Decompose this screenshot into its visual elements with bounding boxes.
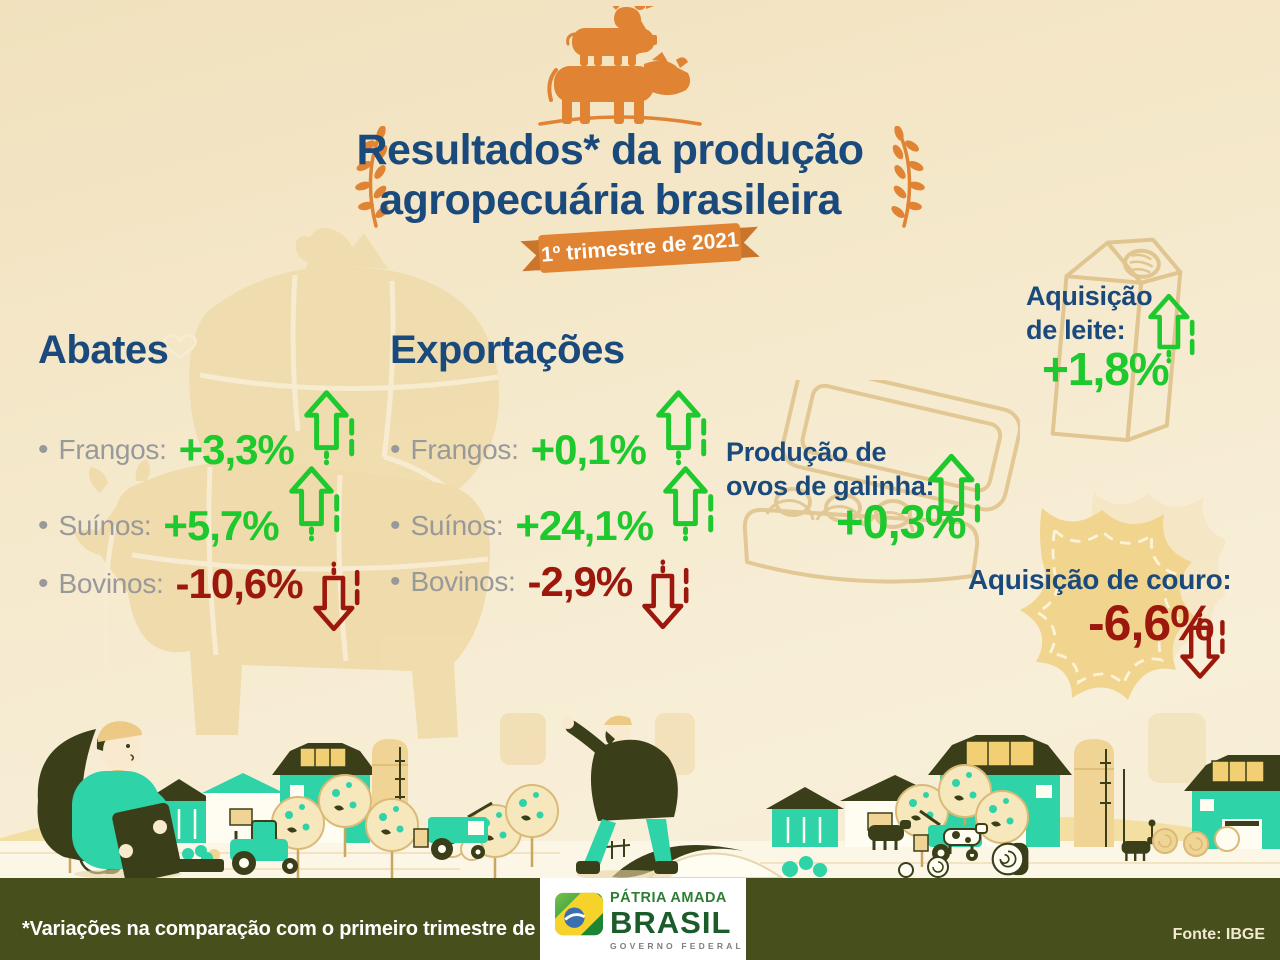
livestock-cuts-watermark [74,227,500,739]
source-credit: Fonte: IBGE [1172,926,1265,943]
stat-value: -10,6% [175,560,304,607]
stat-row-abates-bovinos: • Bovinos: -10,6% [38,546,363,622]
panel-ovos-label: Produção de ovos de galinha: [726,436,935,504]
logo-line-2: BRASIL [610,904,732,940]
bullet: • [390,509,401,542]
cow [943,823,988,854]
milk-carton-icon [1050,237,1183,443]
stat-row-abates-suinos: • Suínos: +5,7% [38,486,343,566]
panel-couro-label: Aquisição de couro: [968,564,1232,595]
up-arrow-icon [1148,290,1198,364]
stat-row-export-bovinos: • Bovinos: -2,9% [390,544,692,620]
panel-leite-line2: de leite: [1026,314,1126,345]
up-arrow-icon [928,450,984,532]
down-arrow-icon [1180,610,1228,684]
stat-row-export-frangos: • Frangos: +0,1% [390,410,710,490]
wheat-ornament-right-icon [891,126,925,228]
hay-bales-tan [1152,826,1240,857]
animal-stack-icon [538,6,702,126]
down-arrow-icon [642,558,692,634]
panel-ovos-line2: ovos de galinha: [726,470,935,501]
section-title-abates: Abates [38,328,169,372]
egg-carton-icon [742,380,1020,584]
page-title: Resultados* da produção agropecuária bra… [280,126,940,226]
hay-roll [991,841,1030,877]
title-line-2: agropecuária brasileira [379,175,841,224]
stat-label: Bovinos: [58,568,164,599]
section-title-exportacoes: Exportações [390,328,625,372]
bullet: • [38,567,49,600]
brazil-flag-icon [555,892,603,936]
produce-cart [176,845,224,872]
stat-value: +3,3% [178,426,295,473]
stat-value: +24,1% [515,502,654,549]
stat-row-abates-frangos: • Frangos: +3,3% [38,410,358,490]
bullet: • [38,509,49,542]
up-arrow-icon [304,386,358,466]
stat-row-export-suinos: • Suínos: +24,1% [390,486,717,566]
tractor [230,820,298,875]
stat-value: +5,7% [163,502,279,549]
person-man [562,714,678,874]
footer-bar: *Variações na comparação com o primeiro … [0,878,1280,960]
stat-label: Suínos: [410,510,504,541]
panel-leite-label: Aquisição de leite: [1026,280,1153,348]
stat-label: Suínos: [58,510,152,541]
stat-label: Bovinos: [410,566,516,597]
harvester [413,801,493,860]
up-arrow-icon [663,462,717,542]
ribbon-text: 1º trimestre de 2021 [540,228,740,267]
down-arrow-icon [313,560,363,636]
panel-leite-value: +1,8% [1042,343,1170,395]
footnote: *Variações na comparação com o primeiro … [22,918,585,940]
up-arrow-icon [289,462,343,542]
stat-value: +0,1% [530,426,647,473]
stat-value: -2,9% [527,558,634,605]
panel-couro-value: -6,6% [1088,595,1215,651]
panel-ovos-value: +0,3% [836,495,967,548]
panel-leite-line1: Aquisição [1026,281,1153,311]
bullet: • [390,565,401,598]
panel-ovos-line1: Produção de [726,437,887,467]
title-line-1: Resultados* da produção [356,126,864,174]
wheat-ornament-left-icon [355,126,389,228]
person-woman [37,721,182,878]
stat-label: Frangos: [58,434,167,465]
bullet: • [38,433,49,466]
farm-scene-illustration [0,713,1280,878]
logo-line-3: GOVERNO FEDERAL [610,940,744,951]
bullet: • [390,433,401,466]
logo-line-1: PÁTRIA AMADA [610,890,727,906]
gov-logo: PÁTRIA AMADA BRASIL GOVERNO FEDERAL [540,878,746,960]
stat-label: Frangos: [410,434,519,465]
up-arrow-icon [656,386,710,466]
